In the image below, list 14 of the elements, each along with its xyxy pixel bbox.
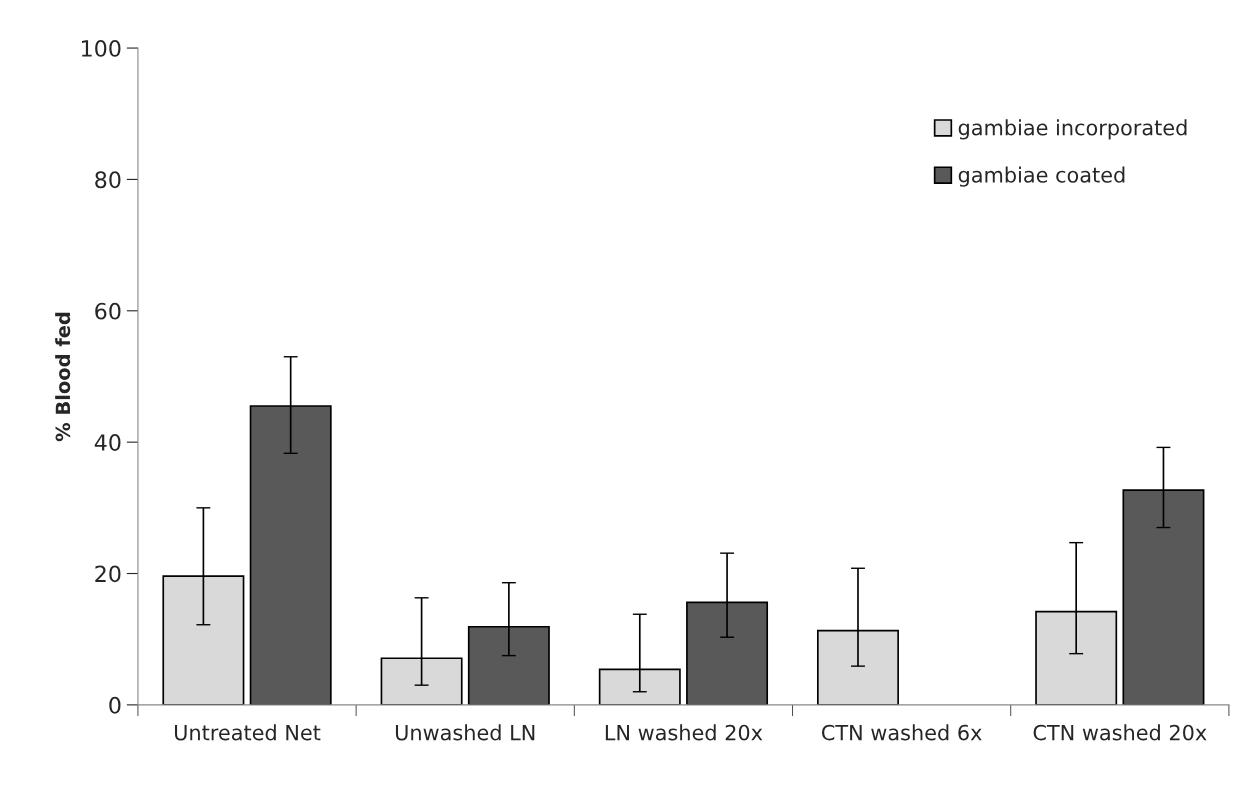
- y-tick-label: 80: [95, 171, 121, 189]
- x-tick-label: Unwashed LN: [395, 724, 535, 741]
- y-tick-label: 0: [109, 696, 121, 714]
- y-tick-label: 60: [95, 302, 121, 320]
- y-tick-label: 20: [95, 565, 121, 583]
- x-tick-label: LN washed 20x: [605, 724, 763, 741]
- x-tick-label: CTN washed 20x: [1033, 724, 1207, 741]
- legend-label: gambiae incorporated: [958, 119, 1187, 140]
- legend-label: gambiae coated: [958, 166, 1125, 187]
- y-tick-label: 40: [94, 434, 121, 451]
- y-tick-label: 100: [81, 40, 121, 57]
- x-tick-label: CTN washed 6x: [822, 724, 982, 741]
- x-tick-label: Untreated Net: [175, 724, 321, 741]
- y-axis-title: % Blood fed: [55, 312, 71, 442]
